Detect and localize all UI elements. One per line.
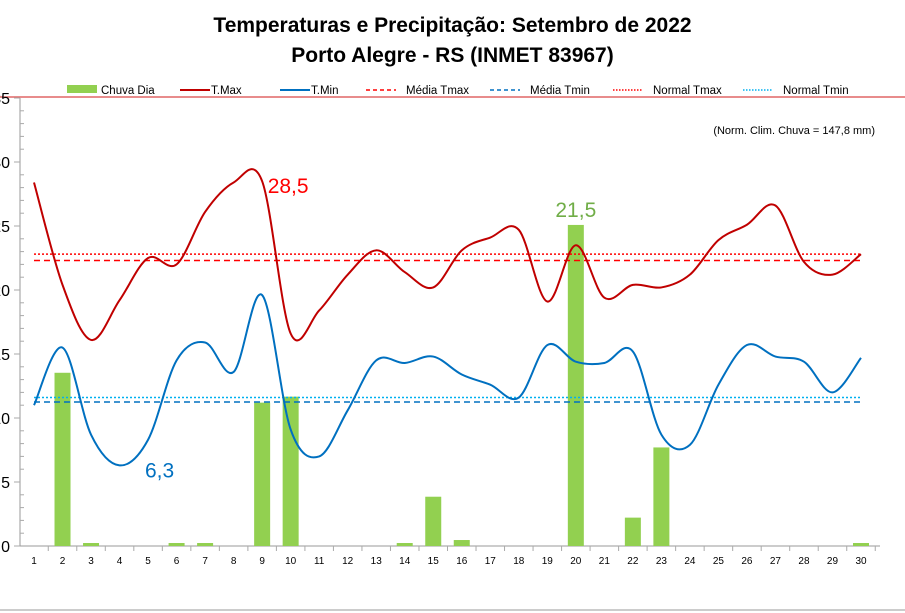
temperature-lines [33, 168, 862, 467]
x-tick-label: 18 [513, 556, 525, 567]
x-tick-label: 11 [314, 556, 325, 567]
rain-bar [453, 540, 470, 546]
x-tick-label: 21 [599, 556, 611, 567]
rain-bar [425, 496, 442, 546]
data-labels: 28,5 6,3 21,5 [145, 175, 596, 482]
data-label: 21,5 [555, 199, 596, 222]
data-label: 28,5 [268, 175, 309, 198]
y-tick-label: 0 [1, 539, 10, 556]
legend-label: T.Max [211, 85, 242, 97]
legend-label: Média Tmax [406, 85, 469, 97]
rain-bar [624, 517, 641, 546]
x-tick-label: 9 [259, 556, 265, 567]
x-axis: 1 2 3 4 5 6 7 8 9 10 11 12 13 14 15 16 17 18 19 20 21 22 23 24 2… [20, 545, 880, 567]
rain-bar [653, 447, 670, 546]
y-tick-label: 10 [0, 411, 10, 428]
rain-normal-annotation: (Norm. Clim. Chuva = 147,8 mm) [713, 125, 875, 137]
y-tick-label: 35 [0, 91, 10, 108]
x-tick-label: 2 [60, 556, 66, 567]
x-tick-label: 30 [855, 556, 867, 567]
x-tick-label: 26 [741, 556, 753, 567]
x-tick-label: 22 [627, 556, 639, 567]
rain-bars [54, 224, 869, 546]
x-tick-label: 6 [174, 556, 180, 567]
y-tick-label: 30 [0, 155, 10, 172]
legend-label: Normal Tmin [783, 85, 849, 97]
x-tick-label: 12 [342, 556, 354, 567]
x-tick-label: 23 [656, 556, 668, 567]
x-tick-label: 25 [713, 556, 725, 567]
x-tick-label: 19 [542, 556, 554, 567]
legend-label: Normal Tmax [653, 85, 722, 97]
x-tick-label: 20 [570, 556, 582, 567]
x-tick-label: 5 [145, 556, 151, 567]
x-tick-label: 7 [202, 556, 208, 567]
legend-label: Média Tmin [530, 85, 590, 97]
chart-subtitle: Porto Alegre - RS (INMET 83967) [291, 44, 614, 67]
y-axis: 35302520151050 [0, 91, 905, 611]
y-tick-label: 15 [0, 347, 10, 364]
line-t-min [33, 293, 862, 467]
data-label: 6,3 [145, 459, 174, 482]
x-tick-label: 24 [684, 556, 696, 567]
x-tick-label: 16 [456, 556, 468, 567]
y-tick-label: 5 [1, 475, 10, 492]
x-tick-label: 14 [399, 556, 411, 567]
x-tick-label: 10 [285, 556, 297, 567]
x-tick-label: 29 [827, 556, 839, 567]
x-tick-label: 3 [88, 556, 94, 567]
legend-label: T.Min [311, 85, 338, 97]
rain-bar [197, 543, 214, 546]
x-tick-label: 15 [428, 556, 440, 567]
line-t-max [33, 168, 862, 342]
rain-bar [168, 543, 185, 546]
rain-bar [853, 543, 869, 546]
x-tick-label: 13 [371, 556, 383, 567]
rain-bar [396, 543, 413, 546]
y-tick-label: 25 [0, 219, 10, 236]
rain-bar [83, 543, 100, 546]
rain-bar [54, 372, 71, 546]
x-tick-label: 8 [231, 556, 237, 567]
x-tick-label: 27 [770, 556, 782, 567]
legend-swatch [67, 85, 97, 93]
legend-label: Chuva Dia [101, 85, 155, 97]
y-tick-label: 20 [0, 283, 10, 300]
rain-bar [567, 224, 584, 546]
chart-title: Temperaturas e Precipitação: Setembro de… [213, 14, 692, 37]
legend: Chuva Dia T.Max T.Min Média Tmax Média Tmin N… [67, 85, 849, 97]
rain-bar [254, 402, 271, 546]
x-tick-label: 4 [117, 556, 123, 567]
x-tick-label: 28 [798, 556, 810, 567]
x-tick-label: 17 [485, 556, 497, 567]
rain-bar [282, 396, 299, 546]
x-tick-label: 1 [31, 556, 37, 567]
reference-lines [34, 253, 861, 403]
